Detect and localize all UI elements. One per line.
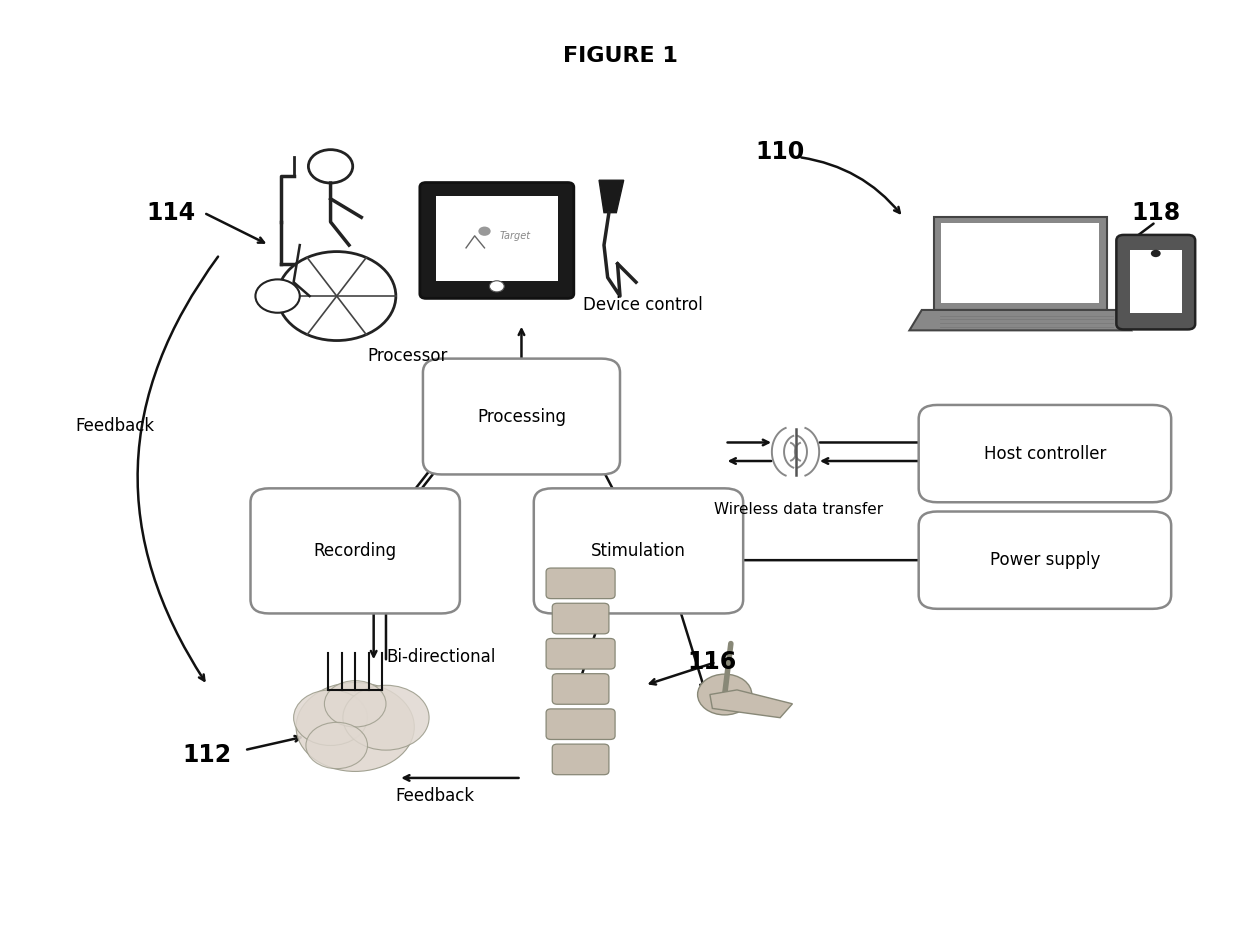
Circle shape [490, 280, 505, 292]
Text: FIGURE 1: FIGURE 1 [563, 46, 677, 65]
Text: Processing: Processing [477, 408, 565, 425]
Circle shape [309, 150, 352, 183]
Circle shape [278, 252, 396, 340]
Circle shape [306, 723, 367, 769]
Circle shape [296, 683, 414, 771]
Circle shape [698, 674, 751, 715]
Text: 112: 112 [182, 742, 232, 767]
FancyBboxPatch shape [552, 744, 609, 775]
Polygon shape [599, 180, 624, 212]
FancyBboxPatch shape [919, 511, 1171, 609]
FancyBboxPatch shape [546, 568, 615, 598]
FancyBboxPatch shape [934, 217, 1106, 310]
FancyBboxPatch shape [552, 603, 609, 634]
FancyBboxPatch shape [1130, 250, 1182, 312]
Circle shape [1151, 250, 1161, 257]
Text: Host controller: Host controller [983, 445, 1106, 463]
Text: 116: 116 [688, 650, 737, 674]
Text: Stimulation: Stimulation [591, 542, 686, 560]
Text: Feedback: Feedback [396, 787, 475, 805]
FancyBboxPatch shape [1116, 235, 1195, 329]
Text: Processor: Processor [367, 347, 448, 366]
Text: Wireless data transfer: Wireless data transfer [714, 502, 883, 517]
Text: 110: 110 [755, 140, 805, 165]
FancyBboxPatch shape [533, 488, 743, 613]
Circle shape [479, 226, 491, 236]
FancyBboxPatch shape [420, 182, 574, 298]
Polygon shape [909, 310, 1131, 330]
Circle shape [255, 280, 300, 312]
Text: Recording: Recording [314, 542, 397, 560]
Circle shape [343, 685, 429, 750]
Text: 118: 118 [1131, 201, 1180, 224]
Text: Power supply: Power supply [990, 551, 1100, 569]
Text: 114: 114 [146, 201, 195, 224]
FancyBboxPatch shape [546, 639, 615, 669]
Text: Device control: Device control [583, 296, 703, 314]
Text: Feedback: Feedback [76, 417, 155, 435]
FancyBboxPatch shape [941, 223, 1099, 304]
Polygon shape [711, 690, 792, 718]
FancyBboxPatch shape [552, 674, 609, 704]
FancyBboxPatch shape [423, 359, 620, 474]
FancyBboxPatch shape [250, 488, 460, 613]
FancyBboxPatch shape [546, 709, 615, 740]
Text: Bi-directional: Bi-directional [387, 649, 496, 667]
Circle shape [294, 690, 367, 745]
FancyBboxPatch shape [919, 405, 1171, 502]
Circle shape [325, 681, 386, 727]
FancyBboxPatch shape [436, 196, 558, 280]
Text: Target: Target [500, 231, 531, 241]
